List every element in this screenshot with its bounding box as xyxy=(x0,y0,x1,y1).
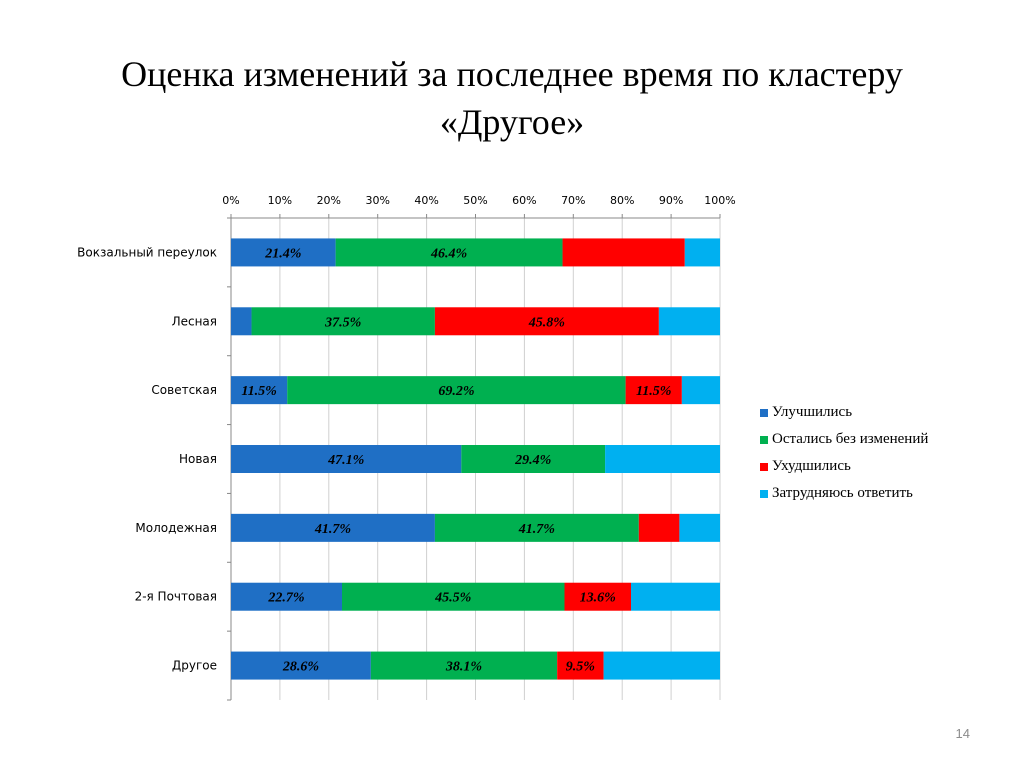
bar-segment xyxy=(679,513,720,542)
x-tick-label: 60% xyxy=(512,194,536,207)
legend-swatch xyxy=(760,489,768,498)
bar-segment xyxy=(562,238,685,267)
bar-segment xyxy=(564,582,632,611)
legend-label: Остались без изменений xyxy=(772,431,929,447)
category-label: Лесная xyxy=(172,314,217,328)
bar-segment xyxy=(658,307,720,336)
title-line-1: Оценка изменений за последнее время по к… xyxy=(121,54,903,94)
bar-segment xyxy=(231,513,435,542)
legend-label: Затрудняюсь ответить xyxy=(772,485,913,501)
bar-segment xyxy=(287,376,626,405)
bar-segment xyxy=(684,238,720,267)
legend-item: Затрудняюсь ответить xyxy=(760,480,928,507)
data-label: 41.7% xyxy=(314,522,351,537)
bar-segment xyxy=(335,238,563,267)
legend-swatch xyxy=(760,435,768,444)
x-tick-label: 10% xyxy=(268,194,292,207)
legend-label: Улучшились xyxy=(772,404,853,420)
data-label: 38.1% xyxy=(445,660,482,675)
legend-item: Ухудшились xyxy=(760,453,928,480)
bar-segment xyxy=(603,651,720,680)
x-tick-label: 0% xyxy=(222,194,239,207)
title-line-2: «Другое» xyxy=(439,102,585,142)
category-label: Молодежная xyxy=(135,521,217,535)
x-tick-label: 50% xyxy=(463,194,487,207)
bar-segment xyxy=(625,376,682,405)
data-label: 28.6% xyxy=(282,660,319,675)
bar-segment xyxy=(231,582,343,611)
bar-segment xyxy=(251,307,435,336)
bar-segment xyxy=(434,307,659,336)
page-number: 14 xyxy=(955,726,970,741)
data-label: 9.5% xyxy=(566,660,595,675)
data-label: 45.8% xyxy=(528,315,565,330)
bar-segment xyxy=(231,307,252,336)
bar-segment xyxy=(605,445,720,473)
x-tick-label: 100% xyxy=(704,194,735,207)
legend-label: Ухудшились xyxy=(772,458,851,474)
bar-segment xyxy=(638,513,680,542)
bar-segment xyxy=(434,513,639,542)
bar-segment xyxy=(681,376,720,405)
bar-segment xyxy=(231,651,371,680)
bar-segment xyxy=(557,651,604,680)
bar-segment xyxy=(370,651,558,680)
category-label: Новая xyxy=(179,452,217,466)
data-label: 21.4% xyxy=(264,246,301,261)
bar-segment xyxy=(231,445,462,473)
data-label: 69.2% xyxy=(438,384,474,399)
x-tick-label: 20% xyxy=(317,194,341,207)
slide-title: Оценка изменений за последнее время по к… xyxy=(0,50,1024,146)
data-label: 46.4% xyxy=(430,246,467,261)
data-label: 29.4% xyxy=(514,453,551,468)
data-label: 47.1% xyxy=(327,453,364,468)
data-label: 37.5% xyxy=(324,315,361,330)
data-label: 13.6% xyxy=(580,591,616,606)
category-label: Советская xyxy=(151,383,217,397)
data-label: 45.5% xyxy=(434,591,471,606)
x-tick-label: 30% xyxy=(365,194,389,207)
data-label: 11.5% xyxy=(636,384,671,399)
x-tick-label: 70% xyxy=(561,194,585,207)
legend-item: Остались без изменений xyxy=(760,426,928,453)
bar-segment xyxy=(342,582,565,611)
x-tick-label: 40% xyxy=(414,194,438,207)
bar-segment xyxy=(231,238,336,267)
category-label: Другое xyxy=(172,659,217,673)
bar-segment xyxy=(631,582,720,611)
category-label: Вокзальный переулок xyxy=(77,245,217,259)
legend-swatch xyxy=(760,408,768,417)
bar-segment xyxy=(461,445,606,473)
x-tick-label: 90% xyxy=(659,194,683,207)
data-label: 41.7% xyxy=(518,522,555,537)
legend-swatch xyxy=(760,462,768,471)
data-label: 11.5% xyxy=(241,384,276,399)
chart-legend: Улучшились Остались без изменений Ухудшили… xyxy=(760,399,928,507)
data-label: 22.7% xyxy=(267,591,304,606)
x-tick-label: 80% xyxy=(610,194,634,207)
bar-segment xyxy=(231,376,288,405)
category-label: 2-я Почтовая xyxy=(135,590,217,604)
legend-item: Улучшились xyxy=(760,399,928,426)
